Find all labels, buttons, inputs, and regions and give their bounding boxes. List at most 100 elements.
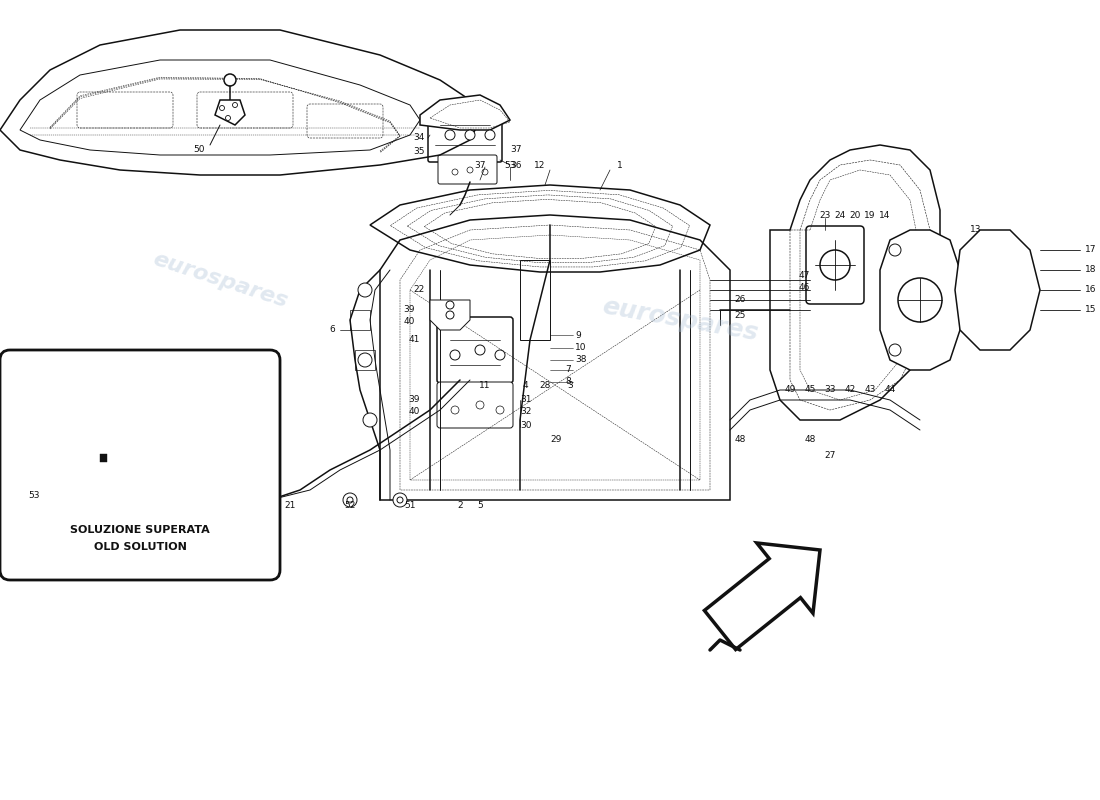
Circle shape bbox=[232, 102, 238, 107]
Circle shape bbox=[343, 493, 358, 507]
Circle shape bbox=[482, 169, 488, 175]
Text: 22: 22 bbox=[414, 286, 425, 294]
Text: 46: 46 bbox=[799, 283, 810, 293]
Text: 43: 43 bbox=[865, 386, 876, 394]
Text: 53: 53 bbox=[504, 161, 516, 170]
Text: 24: 24 bbox=[835, 210, 846, 219]
FancyBboxPatch shape bbox=[438, 155, 497, 184]
Text: eurospares: eurospares bbox=[150, 249, 290, 311]
Text: 36: 36 bbox=[510, 161, 521, 170]
FancyBboxPatch shape bbox=[428, 118, 502, 162]
Text: 49: 49 bbox=[784, 386, 795, 394]
Text: 8: 8 bbox=[565, 378, 571, 386]
Circle shape bbox=[446, 311, 454, 319]
Text: 7: 7 bbox=[565, 366, 571, 374]
Text: 26: 26 bbox=[735, 295, 746, 305]
Text: 10: 10 bbox=[575, 343, 586, 353]
Circle shape bbox=[898, 278, 942, 322]
Text: 35: 35 bbox=[414, 147, 425, 157]
Circle shape bbox=[85, 448, 95, 458]
Bar bbox=[355, 350, 375, 370]
FancyBboxPatch shape bbox=[806, 226, 864, 304]
Text: SOLUZIONE SUPERATA: SOLUZIONE SUPERATA bbox=[70, 525, 210, 535]
Circle shape bbox=[889, 244, 901, 256]
Text: 3: 3 bbox=[568, 381, 573, 390]
Polygon shape bbox=[430, 300, 470, 330]
Circle shape bbox=[270, 492, 280, 502]
Circle shape bbox=[363, 413, 377, 427]
Text: 50: 50 bbox=[194, 146, 205, 154]
Circle shape bbox=[451, 406, 459, 414]
Polygon shape bbox=[704, 543, 820, 650]
Circle shape bbox=[475, 345, 485, 355]
Circle shape bbox=[346, 497, 353, 503]
Text: 45: 45 bbox=[804, 386, 816, 394]
Text: 16: 16 bbox=[1085, 286, 1097, 294]
Text: 42: 42 bbox=[845, 386, 856, 394]
Circle shape bbox=[485, 130, 495, 140]
Circle shape bbox=[496, 406, 504, 414]
Text: 5: 5 bbox=[477, 501, 483, 510]
FancyBboxPatch shape bbox=[68, 438, 112, 467]
Bar bbox=[100, 454, 107, 462]
Text: 38: 38 bbox=[575, 355, 586, 365]
Circle shape bbox=[820, 250, 850, 280]
Text: 2: 2 bbox=[458, 501, 463, 510]
Circle shape bbox=[265, 495, 275, 505]
Circle shape bbox=[468, 167, 473, 173]
Circle shape bbox=[73, 448, 82, 458]
Text: eurospares: eurospares bbox=[601, 294, 760, 346]
Circle shape bbox=[220, 106, 224, 110]
Text: 31: 31 bbox=[520, 395, 531, 405]
Text: 29: 29 bbox=[550, 435, 561, 445]
Text: 53: 53 bbox=[29, 490, 40, 499]
Circle shape bbox=[358, 283, 372, 297]
Text: 27: 27 bbox=[824, 450, 836, 459]
FancyBboxPatch shape bbox=[0, 350, 280, 580]
Circle shape bbox=[224, 74, 236, 86]
FancyBboxPatch shape bbox=[437, 317, 513, 383]
Text: 9: 9 bbox=[575, 330, 581, 339]
Text: 37: 37 bbox=[510, 146, 521, 154]
Circle shape bbox=[465, 130, 475, 140]
Circle shape bbox=[446, 130, 455, 140]
Text: 25: 25 bbox=[735, 310, 746, 319]
Circle shape bbox=[393, 493, 407, 507]
Text: 14: 14 bbox=[879, 210, 891, 219]
Circle shape bbox=[397, 497, 403, 503]
Polygon shape bbox=[880, 230, 960, 370]
Circle shape bbox=[358, 353, 372, 367]
Text: OLD SOLUTION: OLD SOLUTION bbox=[94, 542, 186, 552]
Text: 39: 39 bbox=[408, 395, 420, 405]
Circle shape bbox=[446, 301, 454, 309]
Text: 13: 13 bbox=[970, 226, 981, 234]
Text: 11: 11 bbox=[480, 381, 491, 390]
Text: 34: 34 bbox=[414, 134, 425, 142]
Text: 12: 12 bbox=[535, 161, 546, 170]
Text: 32: 32 bbox=[520, 407, 531, 417]
Circle shape bbox=[495, 350, 505, 360]
Text: 20: 20 bbox=[849, 210, 860, 219]
Text: 4: 4 bbox=[522, 381, 528, 390]
Text: 17: 17 bbox=[1085, 246, 1097, 254]
Text: 6: 6 bbox=[329, 326, 336, 334]
Bar bbox=[350, 310, 370, 330]
Text: 21: 21 bbox=[284, 501, 296, 510]
Polygon shape bbox=[214, 100, 245, 125]
Text: 47: 47 bbox=[799, 270, 810, 279]
Text: 39: 39 bbox=[404, 306, 415, 314]
Text: 40: 40 bbox=[404, 318, 415, 326]
Text: 28: 28 bbox=[539, 381, 551, 390]
Text: 44: 44 bbox=[884, 386, 895, 394]
Text: 48: 48 bbox=[804, 435, 816, 445]
Polygon shape bbox=[955, 230, 1040, 350]
Text: 1: 1 bbox=[617, 161, 623, 170]
FancyBboxPatch shape bbox=[437, 382, 513, 428]
Circle shape bbox=[889, 344, 901, 356]
Circle shape bbox=[452, 169, 458, 175]
Text: 33: 33 bbox=[824, 386, 836, 394]
Circle shape bbox=[476, 401, 484, 409]
Circle shape bbox=[226, 115, 231, 121]
Circle shape bbox=[450, 350, 460, 360]
Text: 15: 15 bbox=[1085, 306, 1097, 314]
